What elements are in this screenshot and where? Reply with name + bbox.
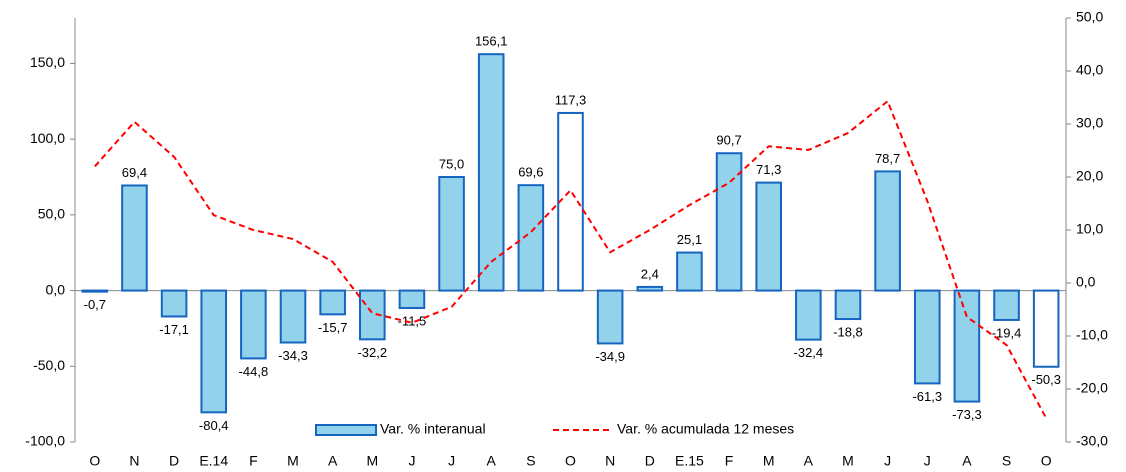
x-tick-label: A (487, 453, 497, 469)
x-tick-label: M (842, 453, 854, 469)
y2-tick-label: 50,0 (1076, 9, 1103, 25)
y2-tick-label: 0,0 (1076, 274, 1096, 290)
value-label: 117,3 (555, 92, 587, 107)
bar (715, 152, 743, 292)
bar (200, 289, 228, 414)
line (94, 99, 1048, 419)
y2-tick-label: 10,0 (1076, 221, 1103, 237)
bar (874, 170, 901, 292)
x-tick-label: J (448, 453, 455, 469)
value-label: -32,2 (357, 345, 387, 360)
x-tick-label: O (1041, 453, 1052, 469)
y2-tick-label: -30,0 (1076, 433, 1108, 449)
x-tick-label: J (924, 453, 931, 469)
value-label: -73,3 (952, 407, 982, 422)
y2-tick-label: 30,0 (1076, 115, 1103, 131)
x-tick-label: O (565, 453, 576, 469)
value-label: -61,3 (912, 389, 942, 404)
value-label: 78,7 (875, 151, 900, 166)
y2-tick-label: 20,0 (1076, 168, 1103, 184)
x-tick-label: A (804, 453, 814, 469)
bar (121, 184, 148, 292)
x-tick-label: A (962, 453, 972, 469)
legend-label: Var. % acumulada 12 meses (617, 421, 794, 437)
y-tick-label: 50,0 (38, 206, 65, 222)
value-label: 75,0 (439, 156, 464, 171)
value-label: 156,1 (475, 34, 508, 49)
value-label: 71,3 (756, 162, 781, 177)
value-label: 90,7 (716, 133, 741, 148)
bar (279, 289, 307, 344)
x-tick-label: M (287, 453, 299, 469)
value-label: -80,4 (199, 418, 229, 433)
value-label: -34,3 (278, 348, 308, 363)
y-tick-label: -100,0 (25, 433, 65, 449)
value-label: -44,8 (239, 364, 269, 379)
y-tick-label: -50,0 (33, 357, 65, 373)
x-tick-label: J (884, 453, 891, 469)
bar (557, 111, 584, 292)
bar (834, 289, 862, 321)
value-label: -18,8 (833, 324, 863, 339)
value-label: -32,4 (794, 345, 824, 360)
x-tick-label: E.15 (675, 453, 704, 469)
value-label: -11,5 (398, 313, 427, 328)
y2-tick-label: -10,0 (1076, 327, 1108, 343)
bar (596, 289, 624, 345)
y2-tick-label: 40,0 (1076, 62, 1103, 78)
y-tick-label: 100,0 (30, 130, 65, 146)
bar (319, 289, 346, 316)
value-label: 25,1 (677, 232, 702, 247)
bar (913, 289, 941, 385)
value-label: -17,1 (159, 322, 189, 337)
value-label: -15,7 (318, 320, 348, 335)
x-tick-label: F (725, 453, 734, 469)
x-tick-label: N (605, 453, 615, 469)
y2-tick-label: -20,0 (1076, 380, 1108, 396)
value-label: -50,3 (1031, 372, 1061, 387)
bar (636, 285, 664, 292)
value-label: -34,9 (595, 349, 625, 364)
value-label: 69,4 (122, 165, 147, 180)
bar (795, 289, 822, 341)
bar (398, 289, 426, 309)
bar (517, 184, 545, 292)
value-label: -0,7 (84, 297, 106, 312)
bar (240, 289, 267, 360)
bar (755, 181, 782, 292)
legend-label: Var. % interanual (380, 421, 486, 437)
x-tick-label: S (1002, 453, 1011, 469)
x-tick-label: A (328, 453, 338, 469)
x-tick-label: D (169, 453, 179, 469)
bar (1032, 289, 1060, 368)
bar (438, 176, 465, 292)
x-tick-label: O (89, 453, 100, 469)
y-tick-label: 0,0 (46, 281, 66, 297)
x-tick-label: J (408, 453, 415, 469)
bar (477, 53, 505, 292)
bar (993, 289, 1020, 321)
value-label: 2,4 (641, 266, 659, 281)
x-tick-label: S (526, 453, 535, 469)
value-label: 69,6 (518, 165, 543, 180)
bar (160, 289, 188, 318)
x-tick-label: E.14 (199, 453, 228, 469)
x-tick-label: F (249, 453, 258, 469)
bar (953, 289, 981, 403)
x-tick-label: M (763, 453, 775, 469)
legend-swatch (315, 424, 377, 436)
x-tick-label: M (366, 453, 378, 469)
bar (81, 289, 109, 293)
x-tick-label: N (129, 453, 139, 469)
x-tick-label: D (645, 453, 655, 469)
y-tick-label: 150,0 (30, 54, 65, 70)
bar (676, 251, 703, 292)
value-label: -19,4 (992, 325, 1022, 340)
